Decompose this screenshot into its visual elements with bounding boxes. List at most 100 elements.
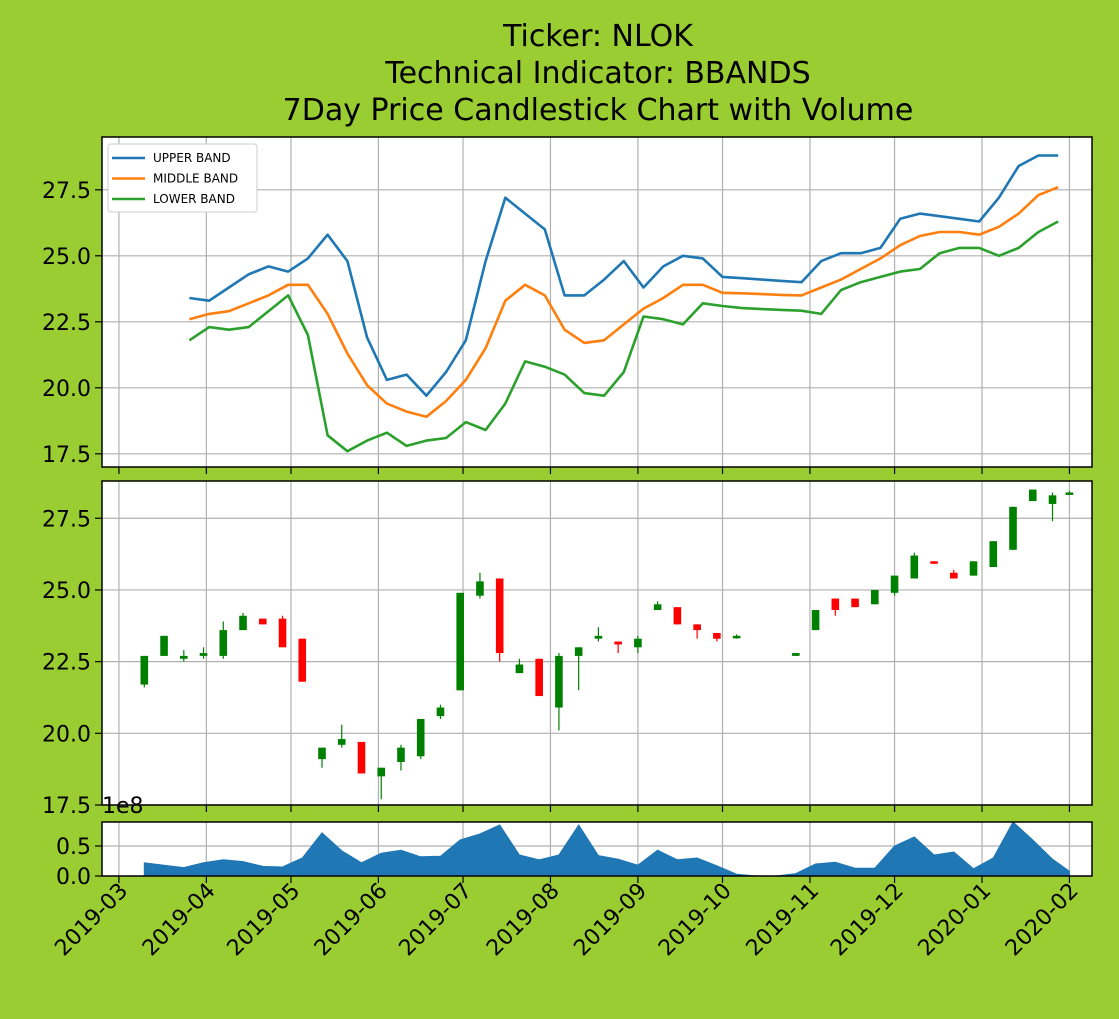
candle-body xyxy=(831,598,840,611)
y-tick-label: 27.5 xyxy=(42,179,91,204)
candle-body xyxy=(653,604,662,611)
legend: UPPER BAND MIDDLE BAND LOWER BAND xyxy=(107,143,258,213)
candle-body xyxy=(357,741,366,774)
candle-body xyxy=(792,653,800,656)
candle xyxy=(811,610,820,631)
candle xyxy=(949,569,958,579)
x-tick-label: 2019-04 xyxy=(138,879,221,962)
candle xyxy=(298,638,307,682)
candle-body xyxy=(871,589,879,605)
y-tick-label: 25.0 xyxy=(42,245,91,270)
candle xyxy=(831,598,840,616)
x-tick-label: 2019-09 xyxy=(569,879,652,962)
candle xyxy=(140,655,149,688)
candle xyxy=(989,541,998,568)
lower-band-line xyxy=(188,220,1059,453)
candle-body xyxy=(476,581,484,596)
candle-body xyxy=(140,655,149,685)
panel-border xyxy=(101,480,1093,806)
y-tick-label: 22.5 xyxy=(42,651,91,676)
x-tick-label: 2019-03 xyxy=(50,879,133,962)
y-tick-label: 25.0 xyxy=(42,579,91,604)
candle-body xyxy=(199,653,208,656)
y-tick-label: 27.5 xyxy=(42,507,91,532)
panel-border xyxy=(101,136,1093,468)
candle-body xyxy=(160,635,168,656)
candle xyxy=(515,658,524,674)
candle xyxy=(614,641,622,654)
candle xyxy=(969,561,978,576)
volume-area xyxy=(143,821,1070,877)
volume-panel: 0.0 0.5 1e8 xyxy=(56,794,1093,890)
y-tick-label: 20.0 xyxy=(42,722,91,747)
candle-body xyxy=(732,635,741,639)
candle xyxy=(1048,492,1057,522)
candle-body xyxy=(890,575,899,593)
title-line-ticker: Ticker: NLOK xyxy=(502,19,694,54)
legend-box xyxy=(107,143,258,213)
candle-body xyxy=(318,747,326,760)
candle xyxy=(713,632,721,642)
candle xyxy=(495,578,504,662)
candle-body xyxy=(495,578,504,654)
candle xyxy=(1009,506,1017,550)
candle-body xyxy=(910,555,919,579)
title-line-description: 7Day Price Candlestick Chart with Volume xyxy=(283,93,914,128)
candle-body xyxy=(673,607,682,625)
candle-body xyxy=(239,615,247,631)
candle xyxy=(851,598,859,608)
y-tick-label: 20.0 xyxy=(42,377,91,402)
bands-panel-background xyxy=(102,137,1092,467)
legend-label: MIDDLE BAND xyxy=(153,172,238,186)
candle-body xyxy=(949,572,958,579)
candle xyxy=(160,635,168,656)
candle xyxy=(555,653,563,731)
legend-label: UPPER BAND xyxy=(153,151,231,165)
candle-body xyxy=(298,638,307,682)
candle-body xyxy=(258,618,267,625)
volume-scale-label: 1e8 xyxy=(102,794,144,819)
candle xyxy=(693,624,701,639)
x-tick-label: 2019-08 xyxy=(482,879,565,962)
y-tick-label: 22.5 xyxy=(42,311,91,336)
candle-body xyxy=(1009,506,1017,550)
y-tick-label: 0.0 xyxy=(56,865,91,890)
candle xyxy=(930,561,938,565)
chart-title: Ticker: NLOK Technical Indicator: BBANDS… xyxy=(283,19,914,128)
candle xyxy=(258,618,267,625)
candle-body xyxy=(851,598,859,608)
candle-body xyxy=(614,641,622,645)
candle-body xyxy=(811,610,820,631)
candle xyxy=(436,704,445,719)
candle xyxy=(910,552,919,579)
x-tick-label: 2019-05 xyxy=(223,879,306,962)
y-tick-label: 0.5 xyxy=(56,835,91,860)
candle xyxy=(179,650,188,662)
candle xyxy=(199,647,208,659)
x-tick-label: 2019-06 xyxy=(310,879,393,962)
legend-label: LOWER BAND xyxy=(153,192,235,206)
candle-body xyxy=(436,707,445,717)
candle-body xyxy=(634,638,642,648)
title-line-indicator: Technical Indicator: BBANDS xyxy=(384,56,810,91)
candle xyxy=(673,607,682,625)
candle xyxy=(397,744,405,771)
candle xyxy=(357,741,366,774)
candle-body xyxy=(397,747,405,762)
candle xyxy=(239,612,247,631)
candle-body xyxy=(930,561,938,564)
x-tick-label: 2019-11 xyxy=(742,879,825,962)
x-tick-label: 2019-12 xyxy=(826,879,909,962)
candle-body xyxy=(693,624,701,631)
candle xyxy=(574,647,583,691)
candle-body xyxy=(416,718,425,757)
candle-body xyxy=(989,541,998,568)
candle-body xyxy=(713,632,721,639)
candle xyxy=(535,658,543,697)
candle-body xyxy=(1065,492,1074,495)
candlestick-panel: 17.5 20.0 22.5 25.0 27.5 xyxy=(42,480,1093,819)
x-tick-label: 2019-10 xyxy=(654,879,737,962)
candle xyxy=(890,575,899,596)
candle xyxy=(278,615,287,648)
